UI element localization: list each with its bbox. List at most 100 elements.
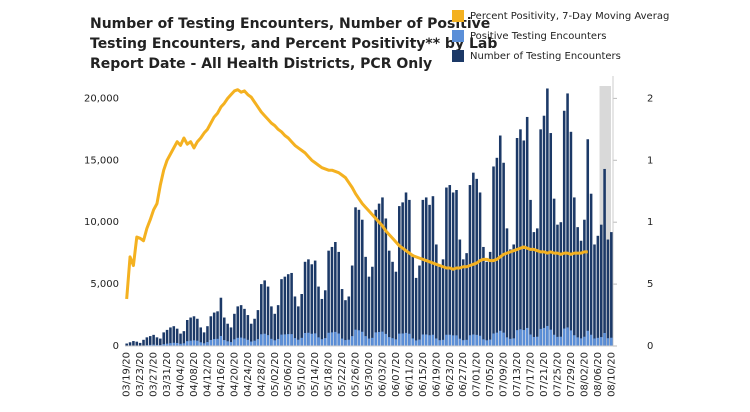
bar [394, 339, 398, 346]
bar [357, 330, 361, 346]
bar [377, 332, 381, 346]
bar [404, 192, 408, 346]
bar [270, 306, 273, 346]
bar [354, 207, 357, 346]
bar [280, 279, 283, 346]
bar [593, 244, 596, 346]
bar [424, 334, 428, 346]
bar [431, 196, 435, 346]
bar [374, 332, 378, 346]
bar [475, 334, 478, 346]
bar [562, 328, 566, 346]
x-tick-label: 03/23/20 [135, 352, 146, 397]
bar [364, 256, 367, 346]
bar [377, 203, 381, 346]
bar [391, 261, 394, 346]
bar [441, 339, 445, 346]
bar [300, 337, 303, 346]
bar [573, 197, 576, 346]
bar [300, 294, 303, 346]
bar [381, 331, 384, 346]
bar [472, 172, 475, 346]
bar [236, 306, 240, 346]
bar [350, 265, 354, 346]
bar [512, 244, 515, 346]
x-tick-label: 06/15/20 [418, 352, 429, 397]
bar [344, 340, 347, 346]
bar [465, 253, 468, 346]
bar [206, 326, 209, 346]
bar [334, 242, 337, 346]
bar [498, 330, 502, 346]
bar [586, 330, 590, 346]
bar [559, 222, 563, 346]
x-tick-label: 07/29/20 [566, 352, 577, 397]
bar [273, 340, 277, 346]
bar [148, 344, 152, 346]
bar [606, 239, 610, 346]
x-tick-label: 05/22/20 [337, 352, 348, 397]
bar [482, 339, 485, 346]
bar [384, 333, 388, 346]
bar [152, 334, 155, 346]
x-tick-label: 03/27/20 [149, 352, 160, 397]
bar [219, 335, 223, 346]
bar [485, 340, 489, 346]
bar [542, 115, 546, 346]
bar [159, 338, 162, 346]
bar [492, 166, 495, 346]
bar [273, 313, 277, 346]
bar [468, 335, 472, 346]
bar [485, 261, 489, 346]
bar [256, 339, 260, 346]
bar [152, 344, 155, 346]
x-tick-label: 07/25/20 [552, 352, 563, 397]
bar [539, 328, 542, 346]
bar [347, 296, 351, 346]
bar [509, 338, 512, 346]
bar [226, 323, 229, 346]
bar [256, 310, 260, 346]
x-tick-label: 06/23/20 [445, 352, 456, 397]
bar [323, 290, 327, 346]
bar [421, 199, 425, 346]
bar [535, 228, 539, 346]
y-tick-label: 20,000 [84, 93, 119, 104]
bar [249, 341, 253, 346]
bar [236, 337, 240, 346]
bar [391, 338, 394, 346]
bar [243, 338, 246, 346]
bar [465, 339, 468, 346]
bar [320, 298, 324, 346]
bar [458, 239, 462, 346]
bar [461, 340, 465, 346]
bar [243, 308, 246, 346]
bar [212, 339, 216, 346]
bar [182, 331, 186, 346]
bar [488, 339, 492, 346]
y2-tick-label: 0 [647, 341, 653, 352]
bar [313, 260, 317, 346]
bar [448, 185, 452, 346]
x-tick-label: 04/04/20 [176, 352, 187, 397]
chart-title: Testing Encounters, and Percent Positivi… [90, 36, 497, 52]
bar [253, 340, 256, 346]
bar [472, 334, 475, 346]
legend-swatch [452, 50, 464, 62]
bar [280, 334, 283, 346]
bar [478, 192, 482, 346]
bar [155, 344, 159, 346]
bar [340, 289, 344, 346]
bar [317, 286, 320, 346]
bar [148, 336, 152, 346]
bar [381, 197, 384, 346]
bar [128, 342, 132, 346]
bar [155, 337, 159, 346]
y-tick-label: 15,000 [84, 155, 119, 166]
bar [559, 336, 563, 346]
bar [414, 277, 418, 346]
bar [320, 339, 324, 346]
x-tick-label: 05/02/20 [270, 352, 281, 397]
bar [610, 337, 613, 346]
